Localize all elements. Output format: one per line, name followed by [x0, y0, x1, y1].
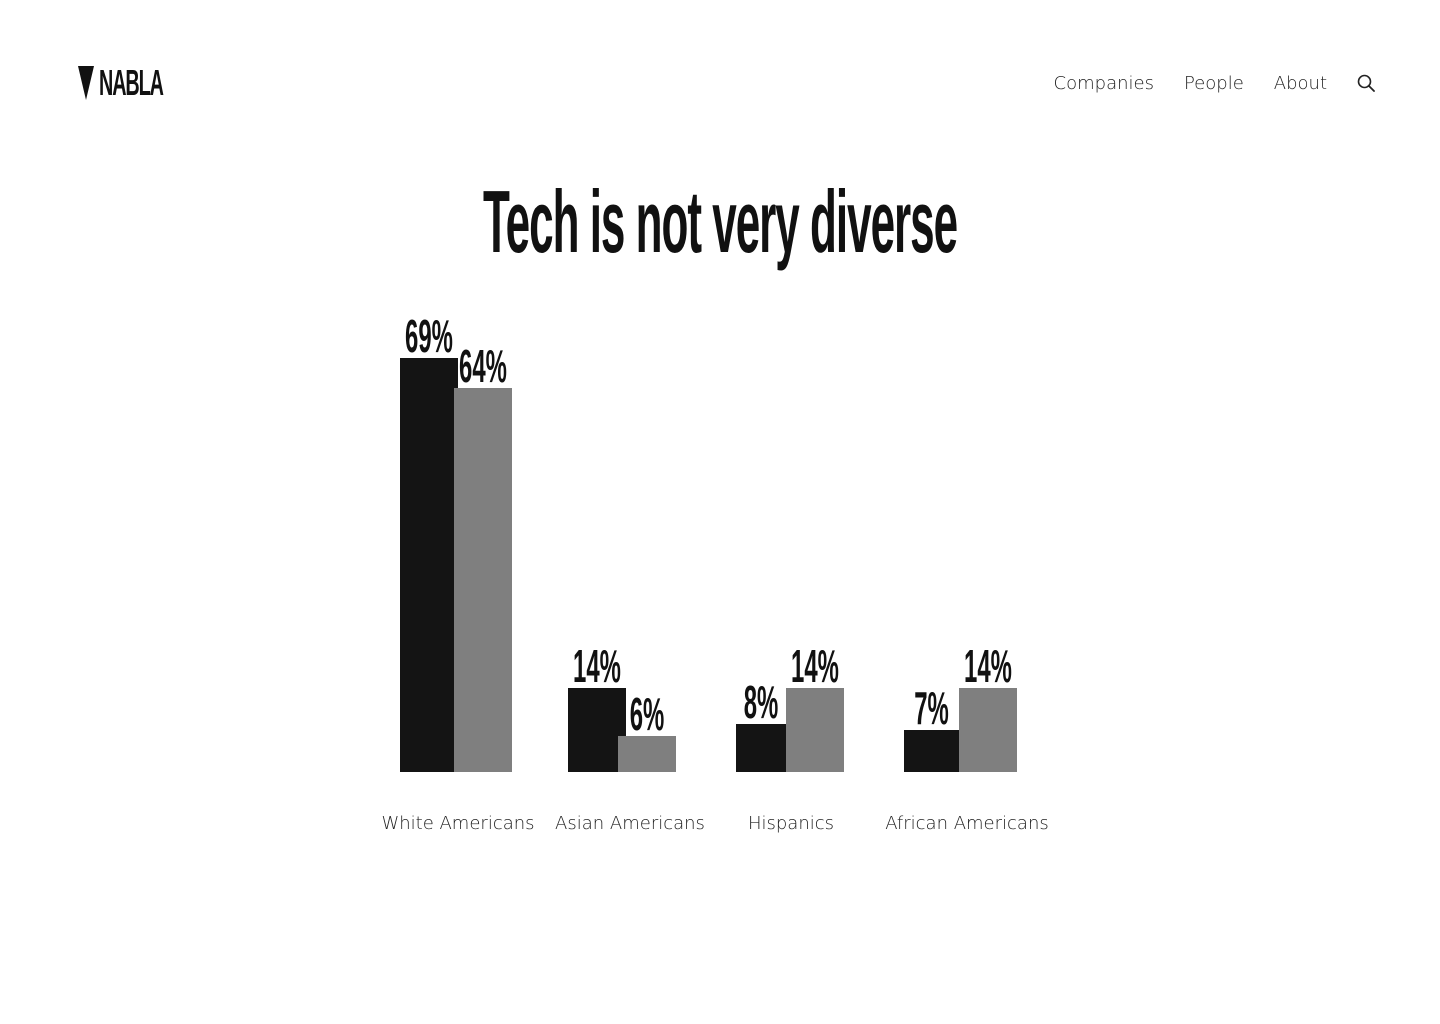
- data-label-primary-1: 14%: [573, 641, 621, 692]
- data-label-secondary-3: 14%: [964, 641, 1012, 692]
- bar-secondary-3: [959, 688, 1017, 772]
- chart-title-wrap: Tech is not very diverse: [0, 172, 1440, 272]
- nabla-triangle-icon: [78, 66, 94, 100]
- nav-people[interactable]: People: [1183, 72, 1244, 94]
- search-icon: [1357, 74, 1375, 92]
- bar-secondary-2: [786, 688, 844, 772]
- nav-companies[interactable]: Companies: [1053, 72, 1154, 94]
- category-label: White Americans: [381, 813, 534, 834]
- bar-primary-3: [904, 730, 959, 772]
- category-label: Asian Americans: [555, 813, 705, 834]
- data-label-secondary-1: 6%: [630, 689, 665, 740]
- data-label-secondary-0: 64%: [459, 341, 507, 392]
- main-nav: Companies People About: [1054, 68, 1376, 98]
- chart-title: Tech is not very diverse: [482, 172, 958, 271]
- data-label-primary-3: 7%: [914, 683, 949, 734]
- logo-text: NABLA: [99, 62, 164, 103]
- bar-secondary-1: [618, 736, 676, 772]
- bar-secondary-0: [454, 388, 512, 772]
- logo[interactable]: NABLA: [78, 64, 215, 102]
- category-label: African Americans: [885, 813, 1049, 834]
- category-label: Hispanics: [748, 813, 834, 834]
- search-button[interactable]: [1356, 73, 1376, 93]
- bar-primary-1: [568, 688, 626, 772]
- data-label-primary-2: 8%: [744, 677, 779, 728]
- data-label-secondary-2: 14%: [791, 641, 839, 692]
- bar-primary-0: [400, 358, 458, 772]
- data-label-primary-0: 69%: [405, 311, 453, 362]
- nav-about[interactable]: About: [1273, 72, 1327, 94]
- bar-primary-2: [736, 724, 786, 772]
